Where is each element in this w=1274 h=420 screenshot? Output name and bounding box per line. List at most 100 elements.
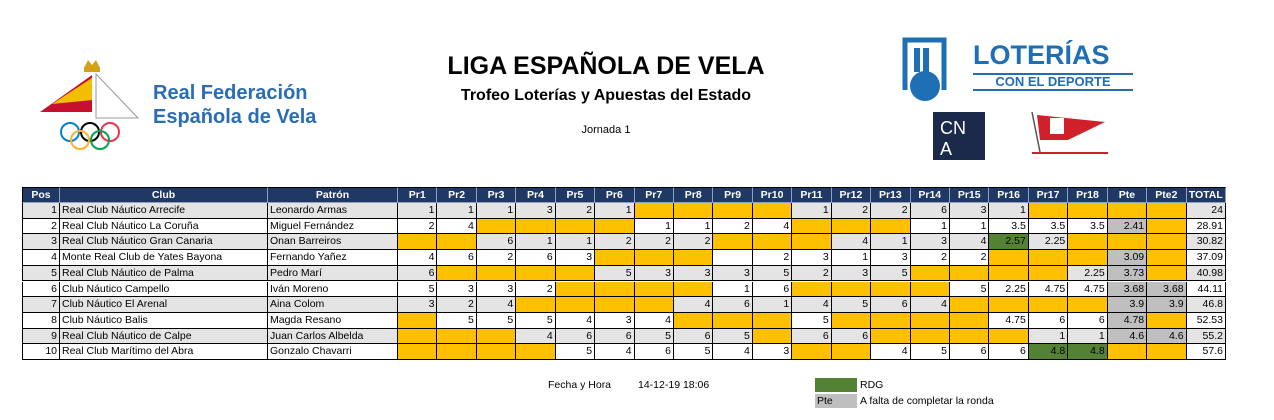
total: 52.53 [1186, 312, 1226, 329]
position: 6 [22, 281, 60, 298]
score-cell [1147, 250, 1187, 266]
score-cell [752, 312, 793, 329]
score-cell: 2 [398, 218, 438, 235]
skipper: Aina Colom [268, 297, 398, 313]
score-cell: 2 [910, 250, 950, 266]
score-cell: 3.5 [989, 218, 1029, 235]
club: Real Club Náutico de Palma [60, 265, 268, 282]
score-cell [831, 312, 872, 329]
score-cell: 5 [831, 297, 872, 313]
column-header: Pr18 [1068, 187, 1108, 203]
score-cell [1068, 234, 1108, 251]
score-cell: 1 [871, 234, 911, 251]
score-cell [752, 234, 793, 251]
column-header: Pr6 [595, 187, 635, 203]
score-cell: 5 [516, 312, 556, 329]
score-cell: 5 [555, 344, 596, 360]
score-cell [752, 203, 793, 219]
score-cell: 1 [752, 297, 793, 313]
score-cell [1068, 297, 1108, 313]
score-cell: 3 [713, 265, 753, 282]
column-header: Pr16 [989, 187, 1029, 203]
score-cell [1068, 203, 1108, 219]
column-header: Pr9 [713, 187, 753, 203]
score-cell: 6 [713, 297, 753, 313]
position: 9 [22, 328, 60, 345]
score-cell: 6 [595, 328, 635, 345]
skipper: Onan Barreiros [268, 234, 398, 251]
score-cell: 4 [792, 297, 832, 313]
club: Real Club Náutico Arrecife [60, 203, 268, 219]
score-cell [674, 203, 714, 219]
score-cell [555, 218, 596, 235]
score-cell: 2 [437, 297, 477, 313]
column-header: Pos [22, 187, 60, 203]
score-cell: 4 [555, 312, 596, 329]
score-cell: 4.75 [1028, 281, 1069, 298]
score-cell [792, 234, 832, 251]
score-cell: 3 [476, 281, 517, 298]
score-cell: 2 [752, 250, 793, 266]
total: 37.09 [1186, 250, 1226, 266]
column-header: Pte2 [1147, 187, 1187, 203]
score-cell: 3 [398, 297, 438, 313]
score-cell: 6 [989, 344, 1029, 360]
score-cell [831, 281, 872, 298]
column-header: Pr5 [555, 187, 596, 203]
column-header: Pr12 [831, 187, 872, 203]
total: 46.8 [1186, 297, 1226, 313]
column-header: Pte [1107, 187, 1148, 203]
score-cell: 2 [476, 250, 517, 266]
position: 7 [22, 297, 60, 313]
score-cell [516, 344, 556, 360]
score-cell: 1 [516, 234, 556, 251]
score-cell [792, 218, 832, 235]
score-cell: 6 [634, 344, 674, 360]
score-cell [792, 281, 832, 298]
club: Monte Real Club de Yates Bayona [60, 250, 268, 266]
score-cell: 3.5 [1028, 218, 1069, 235]
score-cell [910, 281, 950, 298]
score-cell: 1 [437, 203, 477, 219]
sponsor-tagline: CON EL DEPORTE [995, 74, 1111, 89]
score-cell: 6 [516, 250, 556, 266]
club: Club Náutico Campello [60, 281, 268, 298]
score-cell: 4 [476, 297, 517, 313]
score-cell: 5 [398, 281, 438, 298]
score-cell [950, 297, 990, 313]
club: Club Náutico El Arenal [60, 297, 268, 313]
score-cell: 5 [476, 312, 517, 329]
score-cell [476, 344, 517, 360]
column-header: Pr4 [516, 187, 556, 203]
score-cell [1068, 250, 1108, 266]
sponsor-logo: LOTERÍAS CON EL DEPORTE [902, 37, 1133, 101]
date-label: Fecha y Hora [548, 379, 612, 391]
position: 2 [22, 218, 60, 235]
score-cell [595, 297, 635, 313]
club-logo-text: CN [940, 118, 966, 138]
skipper: Juan Carlos Albelda [268, 328, 398, 345]
score-cell: 4 [713, 344, 753, 360]
rdg-swatch [815, 378, 857, 392]
score-cell: 6 [910, 203, 950, 219]
score-cell: 4 [752, 218, 793, 235]
score-cell: 1 [989, 203, 1029, 219]
score-cell: 6 [398, 265, 438, 282]
score-cell: 1 [1028, 328, 1069, 345]
score-cell: 2 [516, 281, 556, 298]
column-header: Pr7 [634, 187, 674, 203]
column-header: Pr8 [674, 187, 714, 203]
score-cell: 6 [871, 297, 911, 313]
score-cell: 6 [1068, 312, 1108, 329]
score-cell: 6 [437, 250, 477, 266]
score-cell [437, 234, 477, 251]
score-cell: 3.09 [1107, 250, 1148, 266]
score-cell: 2 [831, 203, 872, 219]
score-cell [1107, 234, 1148, 251]
score-cell [1147, 218, 1187, 235]
score-cell: 2 [713, 218, 753, 235]
score-cell: 4.8 [1028, 344, 1069, 360]
score-cell [1147, 344, 1187, 360]
score-cell: 3 [752, 344, 793, 360]
score-cell [555, 281, 596, 298]
